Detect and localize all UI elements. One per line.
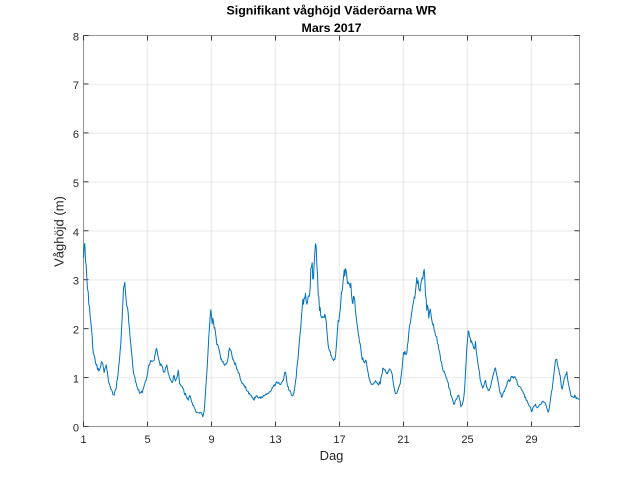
svg-text:8: 8: [73, 31, 79, 43]
svg-text:5: 5: [73, 178, 79, 190]
svg-text:1: 1: [73, 373, 79, 385]
svg-text:0: 0: [73, 422, 79, 434]
svg-text:Våghöjd (m): Våghöjd (m): [52, 196, 67, 267]
svg-text:4: 4: [73, 227, 79, 239]
svg-text:29: 29: [525, 434, 537, 446]
svg-text:9: 9: [208, 434, 214, 446]
svg-text:17: 17: [333, 434, 345, 446]
svg-text:Dag: Dag: [320, 448, 344, 463]
svg-text:7: 7: [73, 80, 79, 92]
svg-text:Mars 2017: Mars 2017: [302, 21, 362, 35]
svg-text:13: 13: [269, 434, 281, 446]
svg-text:21: 21: [397, 434, 409, 446]
svg-text:3: 3: [73, 276, 79, 288]
svg-text:1: 1: [80, 434, 86, 446]
svg-text:6: 6: [73, 129, 79, 141]
svg-text:2: 2: [73, 325, 79, 337]
svg-text:Signifikant våghöjd Väderöarna: Signifikant våghöjd Väderöarna WR: [227, 4, 437, 18]
svg-text:25: 25: [461, 434, 473, 446]
svg-text:5: 5: [144, 434, 150, 446]
